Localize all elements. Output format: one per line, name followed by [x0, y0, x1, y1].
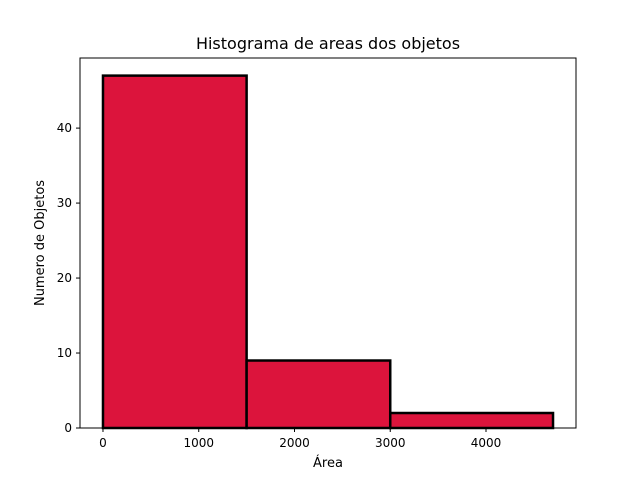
y-axis-ticks: 0 10 20 30 40 — [57, 121, 80, 435]
x-tick-label-1: 1000 — [183, 436, 214, 450]
y-tick-label-2: 20 — [57, 271, 72, 285]
x-tick-label-3: 3000 — [375, 436, 406, 450]
y-tick-label-0: 0 — [64, 421, 72, 435]
x-tick-label-2: 2000 — [279, 436, 310, 450]
x-axis-ticks: 0 1000 2000 3000 4000 — [99, 428, 501, 450]
bars-group — [101, 74, 555, 430]
y-tick-label-3: 30 — [57, 196, 72, 210]
x-tick-label-4: 4000 — [471, 436, 502, 450]
x-tick-label-0: 0 — [99, 436, 107, 450]
histogram-bar-2 — [245, 359, 392, 430]
y-axis-label: Numero de Objetos — [33, 180, 48, 306]
histogram-bar-1 — [101, 74, 248, 430]
chart-title: Histograma de areas dos objetos — [196, 34, 460, 53]
y-tick-label-4: 40 — [57, 121, 72, 135]
y-tick-label-1: 10 — [57, 346, 72, 360]
x-axis-label: Área — [313, 455, 343, 471]
histogram-bar-3 — [388, 411, 555, 430]
axes-frame — [79, 57, 577, 429]
